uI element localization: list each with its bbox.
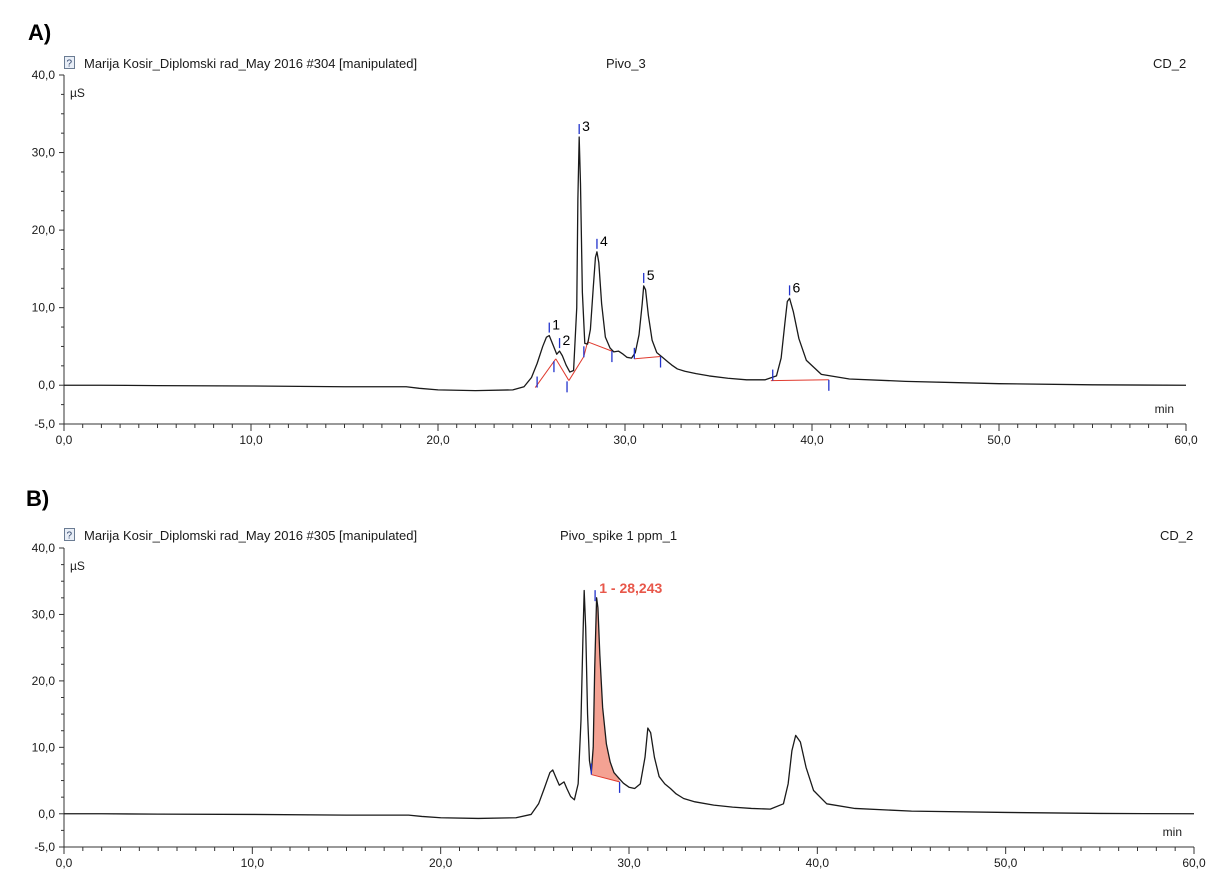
signal-trace bbox=[64, 136, 1187, 392]
y-axis-unit: µS bbox=[70, 559, 85, 573]
x-tick-label: 60,0 bbox=[1182, 856, 1206, 870]
y-tick-label: 40,0 bbox=[32, 541, 56, 555]
help-icon: ? bbox=[64, 528, 75, 542]
integration-baseline bbox=[568, 356, 585, 381]
y-tick-label: 0,0 bbox=[38, 807, 55, 821]
integration-baseline bbox=[534, 358, 557, 388]
panel-label: A) bbox=[28, 20, 51, 45]
y-axis-unit: µS bbox=[70, 86, 85, 100]
y-tick-label: 30,0 bbox=[32, 146, 56, 160]
channel-name: CD_2 bbox=[1153, 56, 1186, 71]
y-tick-label: 10,0 bbox=[32, 740, 56, 754]
chart-panel-a: A)? Marija Kosir_Diplomski rad_May 2016 #… bbox=[28, 20, 1198, 447]
x-tick-label: 60,0 bbox=[1174, 433, 1198, 447]
x-tick-label: 20,0 bbox=[426, 433, 450, 447]
peak-label: 5 bbox=[647, 267, 655, 283]
peak-label: 1 bbox=[552, 317, 560, 333]
y-tick-label: 40,0 bbox=[32, 68, 56, 82]
channel-name: CD_2 bbox=[1160, 528, 1193, 543]
x-tick-label: 40,0 bbox=[800, 433, 824, 447]
y-tick-label: -5,0 bbox=[34, 417, 55, 431]
x-tick-label: 0,0 bbox=[56, 856, 73, 870]
y-tick-label: -5,0 bbox=[34, 840, 55, 854]
y-tick-label: 20,0 bbox=[32, 674, 56, 688]
x-tick-label: 30,0 bbox=[617, 856, 641, 870]
integration-baseline bbox=[591, 774, 620, 783]
y-tick-label: 0,0 bbox=[38, 378, 55, 392]
y-tick-label: 10,0 bbox=[32, 301, 56, 315]
x-tick-label: 20,0 bbox=[429, 856, 453, 870]
peak-label: 4 bbox=[600, 233, 608, 249]
y-tick-label: 20,0 bbox=[32, 223, 56, 237]
integration-baseline bbox=[555, 358, 570, 381]
x-tick-label: 0,0 bbox=[56, 433, 73, 447]
x-axis-unit: min bbox=[1155, 402, 1174, 416]
integrated-peak-area bbox=[591, 597, 620, 782]
x-tick-label: 40,0 bbox=[806, 856, 830, 870]
x-tick-label: 50,0 bbox=[987, 433, 1011, 447]
x-tick-label: 30,0 bbox=[613, 433, 637, 447]
injection-name: Pivo_3 bbox=[606, 56, 646, 71]
x-tick-label: 10,0 bbox=[241, 856, 265, 870]
sample-name: Marija Kosir_Diplomski rad_May 2016 #304… bbox=[84, 56, 417, 71]
x-tick-label: 10,0 bbox=[239, 433, 263, 447]
svg-text:?: ? bbox=[67, 531, 73, 542]
x-axis-unit: min bbox=[1163, 825, 1182, 839]
chart-panel-b: B)? Marija Kosir_Diplomski rad_May 2016 #… bbox=[26, 486, 1206, 870]
integration-baseline bbox=[770, 379, 829, 382]
svg-text:?: ? bbox=[67, 59, 73, 70]
injection-name: Pivo_spike 1 ppm_1 bbox=[560, 528, 677, 543]
panel-label: B) bbox=[26, 486, 49, 511]
signal-trace bbox=[64, 589, 1195, 820]
peak-label: 2 bbox=[563, 332, 571, 348]
integration-baseline bbox=[587, 341, 613, 352]
highlighted-peak-label: 1 - 28,243 bbox=[599, 580, 662, 596]
y-tick-label: 30,0 bbox=[32, 607, 56, 621]
peak-label: 6 bbox=[793, 279, 801, 295]
help-icon: ? bbox=[64, 56, 75, 70]
peak-label: 3 bbox=[582, 118, 590, 134]
sample-name: Marija Kosir_Diplomski rad_May 2016 #305… bbox=[84, 528, 417, 543]
x-tick-label: 50,0 bbox=[994, 856, 1018, 870]
integration-baseline bbox=[634, 356, 661, 360]
